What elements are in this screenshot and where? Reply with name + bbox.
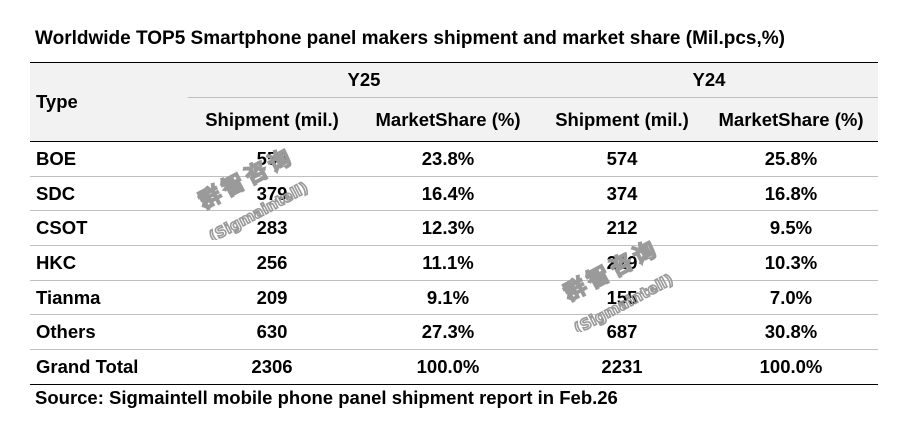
cell-y24-share: 25.8% <box>704 141 878 177</box>
cell-y25-share: 23.8% <box>356 141 540 177</box>
table-row: SDC 379 16.4% 374 16.8% <box>30 176 878 212</box>
header-row-columns: Shipment (mil.) MarketShare (%) Shipment… <box>30 97 878 142</box>
cell-y25-shipment: 630 <box>188 314 356 351</box>
cell-y24-shipment: 212 <box>540 210 704 247</box>
table-row: Tianma 209 9.1% 155 7.0% <box>30 280 878 316</box>
cell-y25-share: 9.1% <box>356 280 540 316</box>
group-header-y25: Y25 <box>188 62 540 98</box>
table-row-total: Grand Total 2306 100.0% 2231 100.0% <box>30 349 878 385</box>
row-type: Others <box>30 314 188 351</box>
shipment-table: Type Y25 Y24 Shipment (mil.) MarketShare… <box>30 62 878 385</box>
cell-y25-share: 12.3% <box>356 210 540 247</box>
cell-y25-shipment: 209 <box>188 280 356 316</box>
cell-y24-share: 10.3% <box>704 245 878 281</box>
col-header-y25-shipment: Shipment (mil.) <box>188 97 356 142</box>
row-type: HKC <box>30 245 188 281</box>
row-type: BOE <box>30 141 188 177</box>
cell-y24-share: 30.8% <box>704 314 878 351</box>
cell-y25-share: 100.0% <box>356 349 540 385</box>
cell-y24-shipment: 574 <box>540 141 704 177</box>
row-type: CSOT <box>30 210 188 247</box>
table-row: CSOT 283 12.3% 212 9.5% <box>30 210 878 247</box>
col-header-y24-shipment: Shipment (mil.) <box>540 97 704 142</box>
table-row: HKC 256 11.1% 229 10.3% <box>30 245 878 281</box>
cell-y25-shipment: 379 <box>188 176 356 212</box>
source-note: Source: Sigmaintell mobile phone panel s… <box>35 387 618 408</box>
cell-y25-shipment: 2306 <box>188 349 356 385</box>
header-row-groups: Type Y25 Y24 <box>30 62 878 142</box>
cell-y25-share: 27.3% <box>356 314 540 351</box>
cell-y25-shipment: 256 <box>188 245 356 281</box>
cell-y24-shipment: 2231 <box>540 349 704 385</box>
cell-y25-shipment: 550 <box>188 141 356 177</box>
row-type: Grand Total <box>30 349 188 385</box>
table-row: BOE 550 23.8% 574 25.8% <box>30 141 878 177</box>
row-type: SDC <box>30 176 188 212</box>
cell-y24-share: 16.8% <box>704 176 878 212</box>
group-header-y24: Y24 <box>540 62 878 98</box>
cell-y25-share: 16.4% <box>356 176 540 212</box>
cell-y25-share: 11.1% <box>356 245 540 281</box>
cell-y24-shipment: 229 <box>540 245 704 281</box>
col-header-y24-share: MarketShare (%) <box>704 97 878 142</box>
cell-y24-shipment: 374 <box>540 176 704 212</box>
col-header-y25-share: MarketShare (%) <box>356 97 540 142</box>
cell-y25-shipment: 283 <box>188 210 356 247</box>
type-header: Type <box>30 62 188 142</box>
cell-y24-share: 9.5% <box>704 210 878 247</box>
cell-y24-shipment: 687 <box>540 314 704 351</box>
cell-y24-shipment: 155 <box>540 280 704 316</box>
table-row: Others 630 27.3% 687 30.8% <box>30 314 878 351</box>
table-title: Worldwide TOP5 Smartphone panel makers s… <box>35 28 785 49</box>
cell-y24-share: 7.0% <box>704 280 878 316</box>
cell-y24-share: 100.0% <box>704 349 878 385</box>
row-type: Tianma <box>30 280 188 316</box>
